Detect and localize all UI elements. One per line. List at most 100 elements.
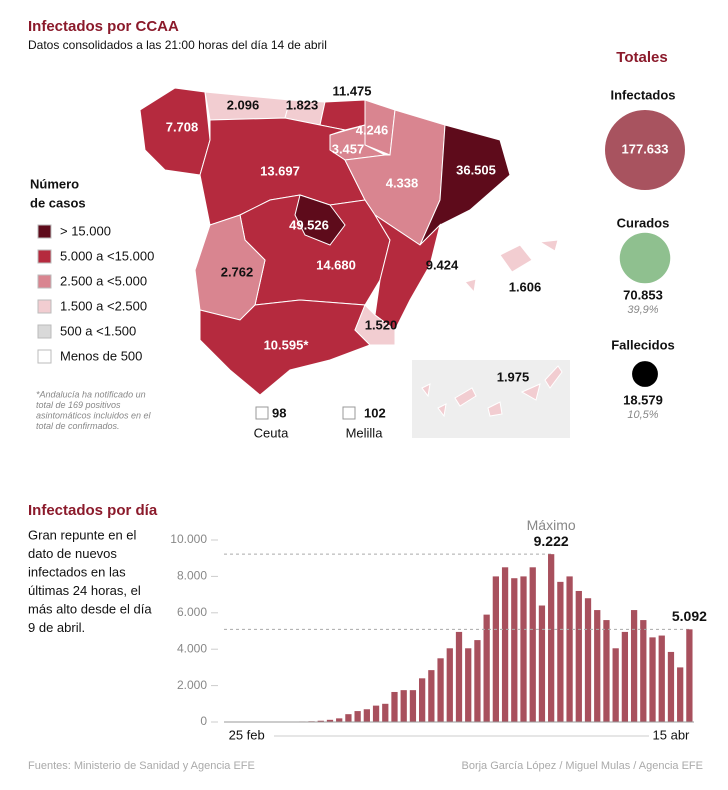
note-line: *Andalucía ha notificado un: [36, 389, 146, 399]
bar: [363, 709, 370, 722]
legend-swatch: [37, 224, 52, 239]
y-tick-label: 8.000: [177, 569, 207, 583]
bar: [336, 718, 343, 722]
region-label: 102: [364, 405, 386, 420]
region-label: 2.762: [221, 264, 254, 279]
region-label: 49.526: [289, 217, 329, 232]
bar: [511, 578, 518, 722]
legend-title: Número: [30, 176, 79, 191]
legend-swatch: [37, 274, 52, 289]
region: [421, 383, 431, 398]
description-line: Gran repunte en el: [28, 527, 137, 542]
legend-label: 1.500 a <2.500: [60, 298, 147, 313]
bar: [575, 590, 582, 722]
region: [454, 387, 477, 407]
region-label: 4.246: [356, 122, 389, 137]
chart-description: Gran repunte en el dato de nuevos infectad…: [28, 527, 152, 635]
region: [294, 194, 346, 246]
y-tick-label: 6.000: [177, 605, 207, 619]
region: [520, 383, 541, 401]
legend-label: Menos de 500: [60, 348, 142, 363]
map-title: Infectados por CCAA: [28, 18, 179, 35]
region: [544, 365, 563, 389]
bar: [603, 620, 610, 722]
description-line: infectados en las: [28, 564, 126, 579]
chart: 0 2.000 4.000 6.000 8.000 10.000 25 feb 9.222Má…: [170, 517, 707, 743]
bar: [428, 670, 435, 722]
legend-label: 2.500 a <5.000: [60, 273, 147, 288]
region: [255, 406, 269, 420]
source: Fuentes: Ministerio de Sanidad y Agencia…: [28, 760, 255, 772]
note-line: total de confirmados.: [36, 421, 120, 431]
bar: [345, 714, 352, 722]
total-value: 177.633: [622, 141, 669, 156]
total-value: 70.853: [623, 287, 663, 302]
bar: [594, 610, 601, 722]
chart-title: Infectados por día: [28, 502, 158, 519]
bar: [446, 648, 453, 722]
total-circle: [605, 110, 685, 190]
legend-label: 500 a <1.500: [60, 323, 136, 338]
region-label: 2.096: [227, 97, 260, 112]
x-tick-label: 15 abr: [653, 727, 691, 742]
region: [464, 278, 477, 294]
legend-label: 5.000 a <15.000: [60, 248, 154, 263]
y-tick-label: 10.000: [170, 532, 207, 546]
bar: [548, 554, 555, 722]
region-name: Melilla: [346, 425, 384, 440]
region-label: 10.595*: [264, 337, 310, 352]
bar: [437, 658, 444, 722]
description-line: más alto desde el día: [28, 601, 152, 616]
bar: [354, 711, 361, 722]
bar: [455, 631, 463, 722]
bar: [584, 598, 592, 722]
region: [538, 239, 559, 252]
note-line: asintomáticos incluidos en el: [36, 410, 152, 420]
bar: [557, 581, 564, 722]
region-label: 13.697: [260, 163, 300, 178]
legend-label: > 15.000: [60, 223, 111, 238]
region-label: 4.338: [386, 175, 419, 190]
bar: [538, 605, 546, 722]
bar: [566, 576, 573, 722]
y-tick-label: 4.000: [177, 641, 207, 655]
description-line: 9 de abril.: [28, 620, 85, 635]
bar: [326, 719, 334, 722]
bar: [686, 629, 693, 722]
region-label: 7.708: [166, 119, 199, 134]
total-circle: [619, 232, 671, 284]
note-line: total de 169 positivos: [36, 400, 121, 410]
value-label: 5.092: [672, 608, 707, 624]
totals-title: Totales: [616, 49, 667, 66]
legend-swatch: [37, 249, 52, 264]
bar: [677, 667, 684, 722]
bar: [621, 631, 629, 722]
x-tick-label: 25 feb: [229, 727, 265, 742]
bar: [409, 690, 417, 722]
region: [342, 406, 356, 420]
bar: [658, 635, 665, 722]
bar: [391, 691, 398, 722]
region: [419, 124, 511, 246]
region-label: 3.457: [332, 141, 365, 156]
region-name: Ceuta: [254, 425, 289, 440]
bar: [649, 637, 656, 722]
region-label: 1.520: [365, 317, 398, 332]
y-tick-label: 2.000: [177, 678, 207, 692]
value-label: 9.222: [534, 533, 569, 549]
region-label: 1.975: [497, 369, 530, 384]
bar: [317, 720, 324, 722]
description-line: dato de nuevos: [28, 546, 117, 561]
bar: [492, 576, 499, 722]
description-line: últimas 24 horas, el: [28, 583, 141, 598]
total-name: Fallecidos: [611, 337, 675, 352]
region: [354, 304, 396, 346]
region-label: 9.424: [426, 257, 459, 272]
bar: [382, 703, 389, 722]
credit: Borja García López / Miguel Mulas / Agen…: [461, 760, 703, 772]
bar: [501, 567, 509, 722]
region-label: 36.505: [456, 162, 496, 177]
annotation: Máximo: [527, 517, 576, 533]
region-label: 1.823: [286, 97, 319, 112]
